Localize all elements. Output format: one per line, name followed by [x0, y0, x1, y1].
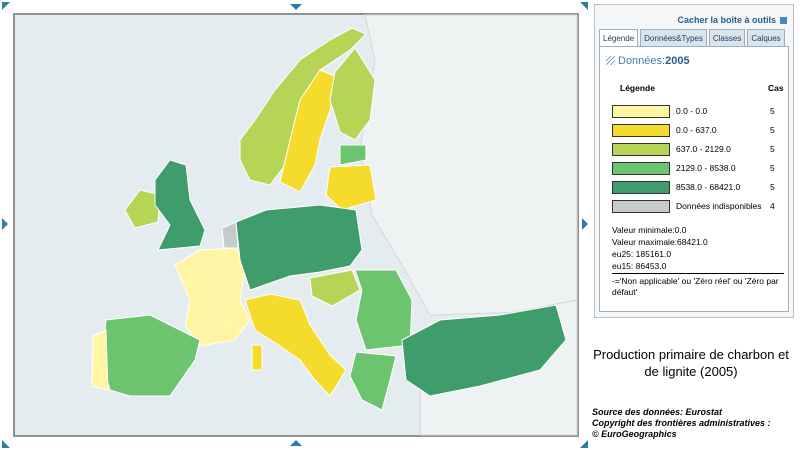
row-count: 5 — [770, 125, 775, 135]
arrow-corner[interactable] — [2, 2, 10, 10]
country — [239, 27, 367, 186]
hide-label[interactable]: Cacher la boîte à outils — [677, 15, 776, 25]
nav-arrows[interactable] — [2, 2, 588, 448]
row-count: 5 — [770, 163, 775, 173]
country — [309, 269, 361, 307]
arrow-corner[interactable] — [2, 440, 10, 448]
stat: eu25: 185161.0 — [612, 249, 672, 259]
stat: eu15: 86453.0 — [612, 261, 667, 271]
note: -='Non applicable' ou 'Zéro réel' ou 'Zé… — [612, 273, 784, 298]
country — [401, 304, 567, 397]
legend-row: 0.0 - 0.0 5 — [612, 105, 782, 119]
arrow-right[interactable] — [582, 218, 588, 230]
row-label: Données indisponibles — [676, 201, 762, 211]
source: Source des données: Eurostat Copyright de… — [592, 407, 771, 440]
legend-row: 8538.0 - 68421.0 5 — [612, 181, 782, 195]
country — [235, 204, 363, 291]
stat: Valeur minimale:0.0 — [612, 225, 687, 235]
arrow-corner[interactable] — [580, 440, 588, 448]
country — [221, 221, 239, 249]
swatch — [612, 181, 670, 194]
row-label: 8538.0 - 68421.0 — [676, 182, 741, 192]
arrow-left[interactable] — [2, 218, 8, 230]
row-label: 2129.0 - 8538.0 — [676, 163, 736, 173]
arrow-up[interactable] — [290, 4, 302, 10]
country — [354, 269, 413, 351]
country — [339, 144, 367, 166]
source-line: Source des données: Eurostat — [592, 407, 723, 417]
tab[interactable]: Classes — [708, 29, 746, 48]
hide-toolbox[interactable]: Cacher la boîte à outils — [677, 15, 787, 25]
row-label: 0.0 - 0.0 — [676, 106, 708, 116]
row-count: 5 — [770, 182, 775, 192]
stat: Valeur maximale:68421.0 — [612, 237, 708, 247]
data-header: Données:2005 — [606, 55, 690, 67]
country — [244, 293, 347, 397]
country — [91, 329, 109, 391]
icon — [606, 56, 615, 65]
row-label: 0.0 - 637.0 — [676, 125, 717, 135]
arrow-down[interactable] — [290, 440, 302, 446]
swatch — [612, 200, 670, 213]
swatch — [612, 143, 670, 156]
legend-panel: Données:2005 Légende Cas 0.0 - 0.0 5 0.0 -… — [599, 46, 789, 312]
legend-row: 637.0 - 2129.0 5 — [612, 143, 782, 157]
map[interactable] — [0, 0, 590, 450]
row-label: 637.0 - 2129.0 — [676, 144, 731, 154]
legend-row: 2129.0 - 8538.0 5 — [612, 162, 782, 176]
swatch — [612, 162, 670, 175]
row-count: 5 — [770, 144, 775, 154]
source-line: © EuroGeographics — [592, 429, 677, 439]
arrow-corner[interactable] — [580, 2, 588, 10]
hide-icon[interactable] — [780, 17, 787, 24]
country — [174, 247, 251, 347]
country — [325, 164, 377, 211]
row-count: 4 — [770, 201, 775, 211]
legend-header: Légende — [620, 83, 655, 93]
map-title: Production primaire de charbon et de lig… — [593, 347, 789, 379]
tab[interactable]: Légende — [599, 29, 639, 48]
count-header: Cas — [768, 83, 784, 93]
legend-row: 0.0 - 637.0 5 — [612, 124, 782, 138]
country — [154, 159, 206, 251]
data-label: Données: — [618, 55, 666, 67]
legend-row: Données indisponibles 4 — [612, 200, 782, 214]
year: 2005 — [665, 55, 690, 67]
country — [349, 351, 397, 411]
row-count: 5 — [770, 106, 775, 116]
country — [251, 344, 263, 371]
source-line: Copyright des frontières administratives… — [592, 418, 771, 428]
country — [329, 47, 376, 141]
swatch — [612, 124, 670, 137]
swatch — [612, 105, 670, 118]
toolbox: Cacher la boîte à outils Légende Données&… — [594, 4, 794, 318]
